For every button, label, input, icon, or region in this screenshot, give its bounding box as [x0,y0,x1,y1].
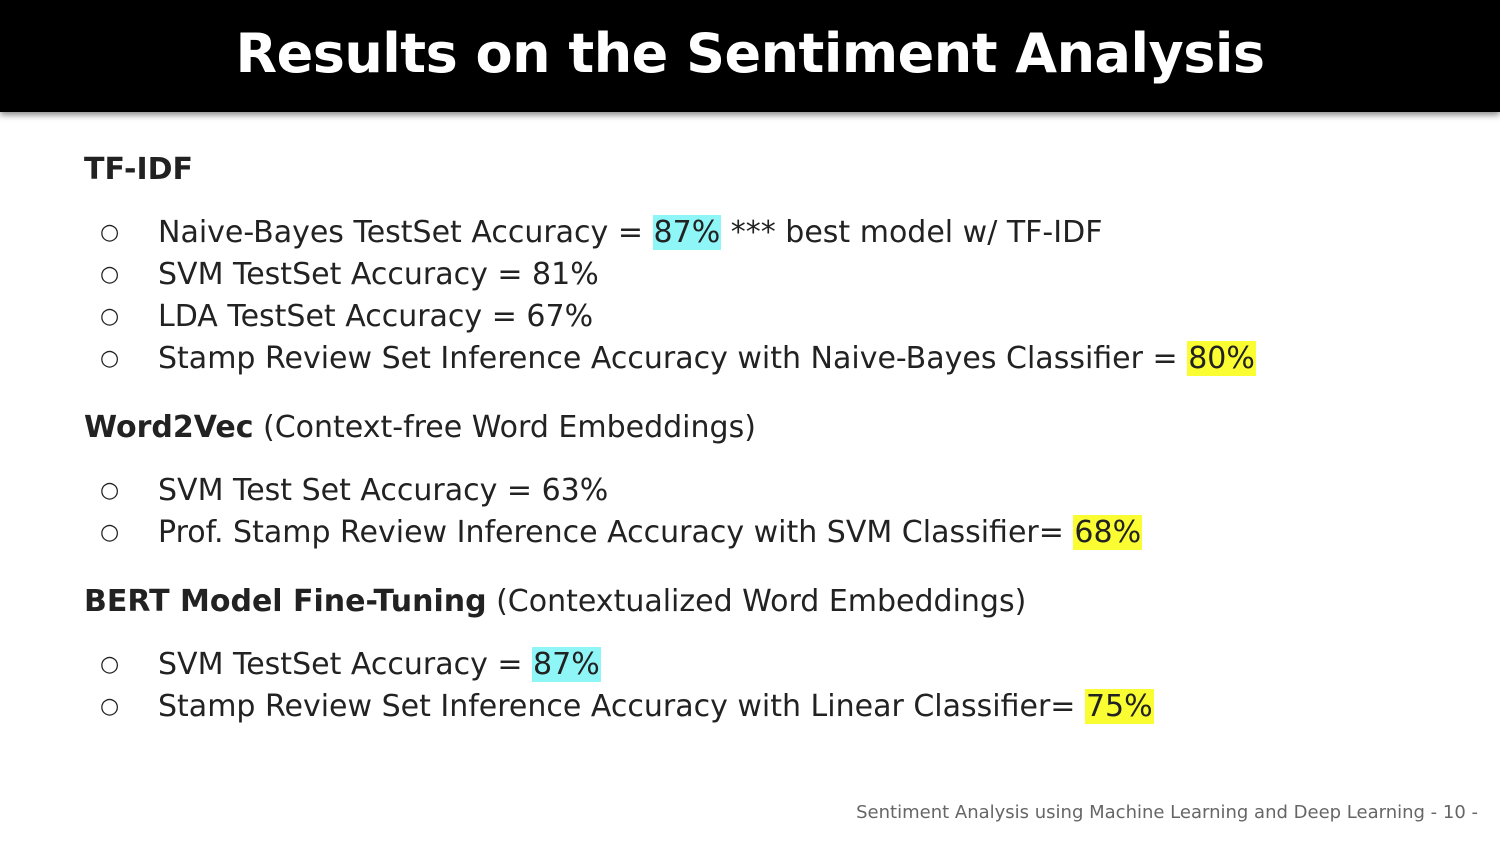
section-heading: Word2Vec (Context-free Word Embeddings) [84,408,1464,448]
highlighted-value: 68% [1073,515,1143,550]
section-heading: BERT Model Fine-Tuning (Contextualized W… [84,582,1464,622]
bullet-item: ○ Stamp Review Set Inference Accuracy wit… [84,338,1464,380]
bullet-text: Stamp Review Set Inference Accuracy with… [158,341,1188,376]
slide-footer: Sentiment Analysis using Machine Learnin… [856,802,1478,823]
slide-title: Results on the Sentiment Analysis [235,21,1266,85]
hollow-circle-bullet-icon: ○ [100,520,120,545]
bullet-text: SVM TestSet Accuracy = [158,647,533,682]
section-heading-bold: TF-IDF [84,152,194,187]
bullet-item: ○ SVM TestSet Accuracy = 87% [84,644,1464,686]
hollow-circle-bullet-icon: ○ [100,220,120,245]
bullet-text: Stamp Review Set Inference Accuracy with… [158,689,1085,724]
bullet-item: ○ Stamp Review Set Inference Accuracy wit… [84,686,1464,728]
bullet-item: ○ Prof. Stamp Review Inference Accuracy w… [84,512,1464,554]
bullet-text: Prof. Stamp Review Inference Accuracy wi… [158,515,1074,550]
section-heading: TF-IDF [84,150,1464,190]
highlighted-value: 87% [652,215,722,250]
bullet-item: ○ Naive-Bayes TestSet Accuracy = 87% *** … [84,212,1464,254]
title-bar: Results on the Sentiment Analysis [0,0,1500,112]
bullet-text: SVM Test Set Accuracy = 63% [158,473,609,508]
highlighted-value: 75% [1084,689,1154,724]
bullet-text: LDA TestSet Accuracy = 67% [158,299,594,334]
bullet-item: ○ SVM Test Set Accuracy = 63% [84,470,1464,512]
bullet-list: ○ SVM TestSet Accuracy = 87% ○ Stamp Review… [84,644,1464,728]
highlighted-value: 80% [1187,341,1256,376]
bullet-text-suffix: *** best model w/ TF-IDF [721,215,1103,250]
section-heading-bold: BERT Model Fine-Tuning [84,584,487,619]
highlighted-value: 87% [532,647,601,682]
bullet-text: Naive-Bayes TestSet Accuracy = [158,215,653,250]
hollow-circle-bullet-icon: ○ [100,304,120,329]
hollow-circle-bullet-icon: ○ [100,346,120,371]
section-heading-subtitle: (Contextualized Word Embeddings) [486,584,1027,619]
bullet-text: SVM TestSet Accuracy = 81% [158,257,599,292]
section-heading-bold: Word2Vec [84,410,254,445]
bullet-list: ○ SVM Test Set Accuracy = 63% ○ Prof. Stamp… [84,470,1464,554]
hollow-circle-bullet-icon: ○ [100,694,120,719]
hollow-circle-bullet-icon: ○ [100,262,120,287]
section-heading-subtitle: (Context-free Word Embeddings) [253,410,756,445]
hollow-circle-bullet-icon: ○ [100,478,120,503]
bullet-item: ○ SVM TestSet Accuracy = 81% [84,254,1464,296]
bullet-list: ○ Naive-Bayes TestSet Accuracy = 87% *** … [84,212,1464,380]
bullet-item: ○ LDA TestSet Accuracy = 67% [84,296,1464,338]
slide-content: TF-IDF ○ Naive-Bayes TestSet Accuracy = 87… [84,150,1464,728]
hollow-circle-bullet-icon: ○ [100,652,120,677]
